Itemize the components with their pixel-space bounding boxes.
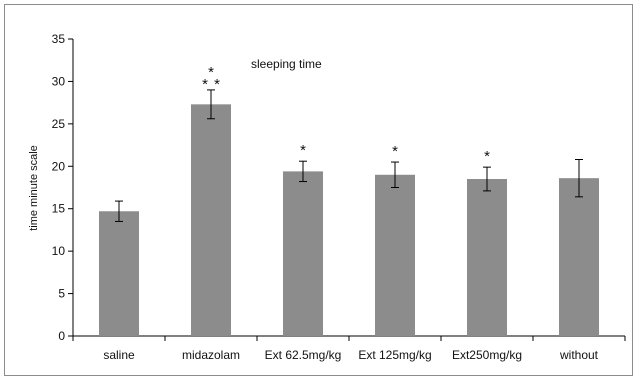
x-tick-label: Ext250mg/kg — [452, 348, 522, 362]
x-tick-label: Ext 62.5mg/kg — [265, 348, 342, 362]
significance-marks: ** ** * * — [202, 64, 490, 165]
significance-star: * — [392, 143, 398, 160]
y-tick-label: 35 — [52, 32, 66, 46]
significance-star: * — [202, 76, 208, 93]
x-tick-label: midazolam — [182, 348, 240, 362]
y-tick-label: 20 — [52, 159, 66, 173]
bar — [283, 171, 323, 336]
x-tick-label: without — [559, 348, 599, 362]
x-tick-label: Ext 125mg/kg — [358, 348, 431, 362]
y-tick-label: 25 — [52, 117, 66, 131]
bars — [99, 104, 599, 336]
significance-star: * — [300, 142, 306, 159]
y-axis-label: time minute scale — [28, 145, 40, 231]
significance-star: * — [214, 76, 220, 93]
bar — [467, 179, 507, 336]
x-tick-label: saline — [103, 348, 135, 362]
axes — [68, 38, 626, 341]
y-tick-label: 0 — [58, 329, 65, 343]
y-tick-label: 5 — [58, 287, 65, 301]
bar — [559, 178, 599, 336]
significance-star: * — [484, 148, 490, 165]
chart-title: sleeping time — [251, 57, 322, 71]
error-bars — [115, 89, 583, 222]
bar — [375, 174, 415, 336]
x-tick-labels: saline midazolam Ext 62.5mg/kg Ext 125mg/kg… — [103, 348, 598, 362]
y-tick-label: 15 — [52, 202, 66, 216]
y-tick-label: 10 — [52, 244, 66, 258]
bar — [191, 104, 231, 336]
y-tick-labels: 0 5 10 15 20 25 30 35 — [52, 32, 66, 343]
y-tick-label: 30 — [52, 74, 66, 88]
significance-star: * — [208, 64, 214, 81]
bar — [99, 211, 139, 336]
